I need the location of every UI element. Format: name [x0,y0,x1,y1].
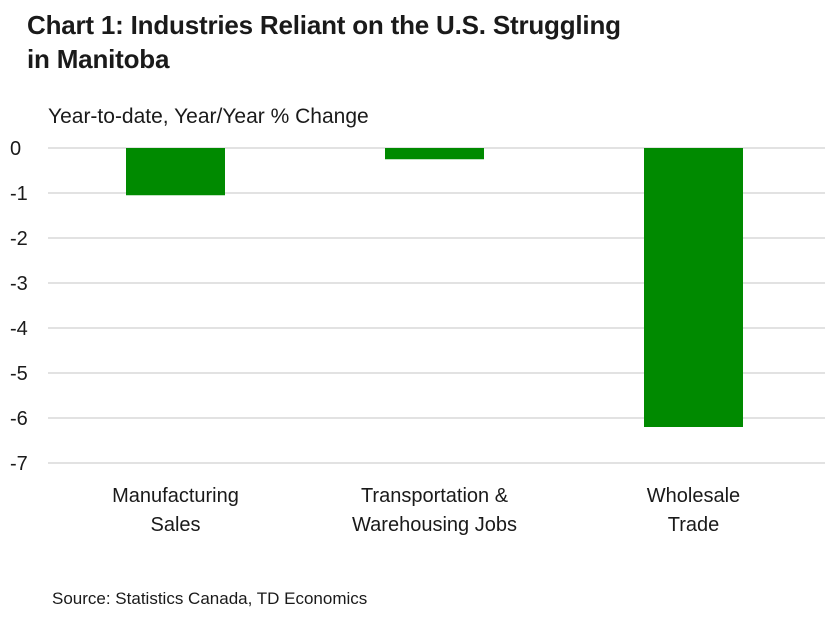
bar [126,148,225,196]
y-axis-label: Year-to-date, Year/Year % Change [48,105,369,128]
x-category-label: Sales [150,514,200,536]
bars [126,148,743,427]
x-category-label: Warehousing Jobs [352,514,517,536]
bar [644,148,743,427]
chart-title-line-1: Chart 1: Industries Reliant on the U.S. … [27,10,621,40]
chart-title-line-2: in Manitoba [27,44,170,74]
x-category-label: Transportation & [361,485,509,507]
y-tick-label: -5 [10,363,28,385]
y-tick-label: -4 [10,318,28,340]
chart-title: Chart 1: Industries Reliant on the U.S. … [27,8,621,76]
x-category-label: Manufacturing [112,485,239,507]
y-tick-label: 0 [10,138,21,160]
x-category-label: Trade [668,514,720,536]
y-axis-ticks: 0 -1 -2 -3 -4 -5 -6 -7 [10,138,28,475]
y-tick-label: -3 [10,273,28,295]
y-tick-label: -7 [10,453,28,475]
y-tick-label: -6 [10,408,28,430]
source-note: Source: Statistics Canada, TD Economics [52,589,368,608]
bar [385,148,484,160]
y-tick-label: -2 [10,228,28,250]
x-axis-categories: Manufacturing Sales Transportation & Wareho… [112,485,740,536]
x-category-label: Wholesale [647,485,740,507]
y-tick-label: -1 [10,183,28,205]
